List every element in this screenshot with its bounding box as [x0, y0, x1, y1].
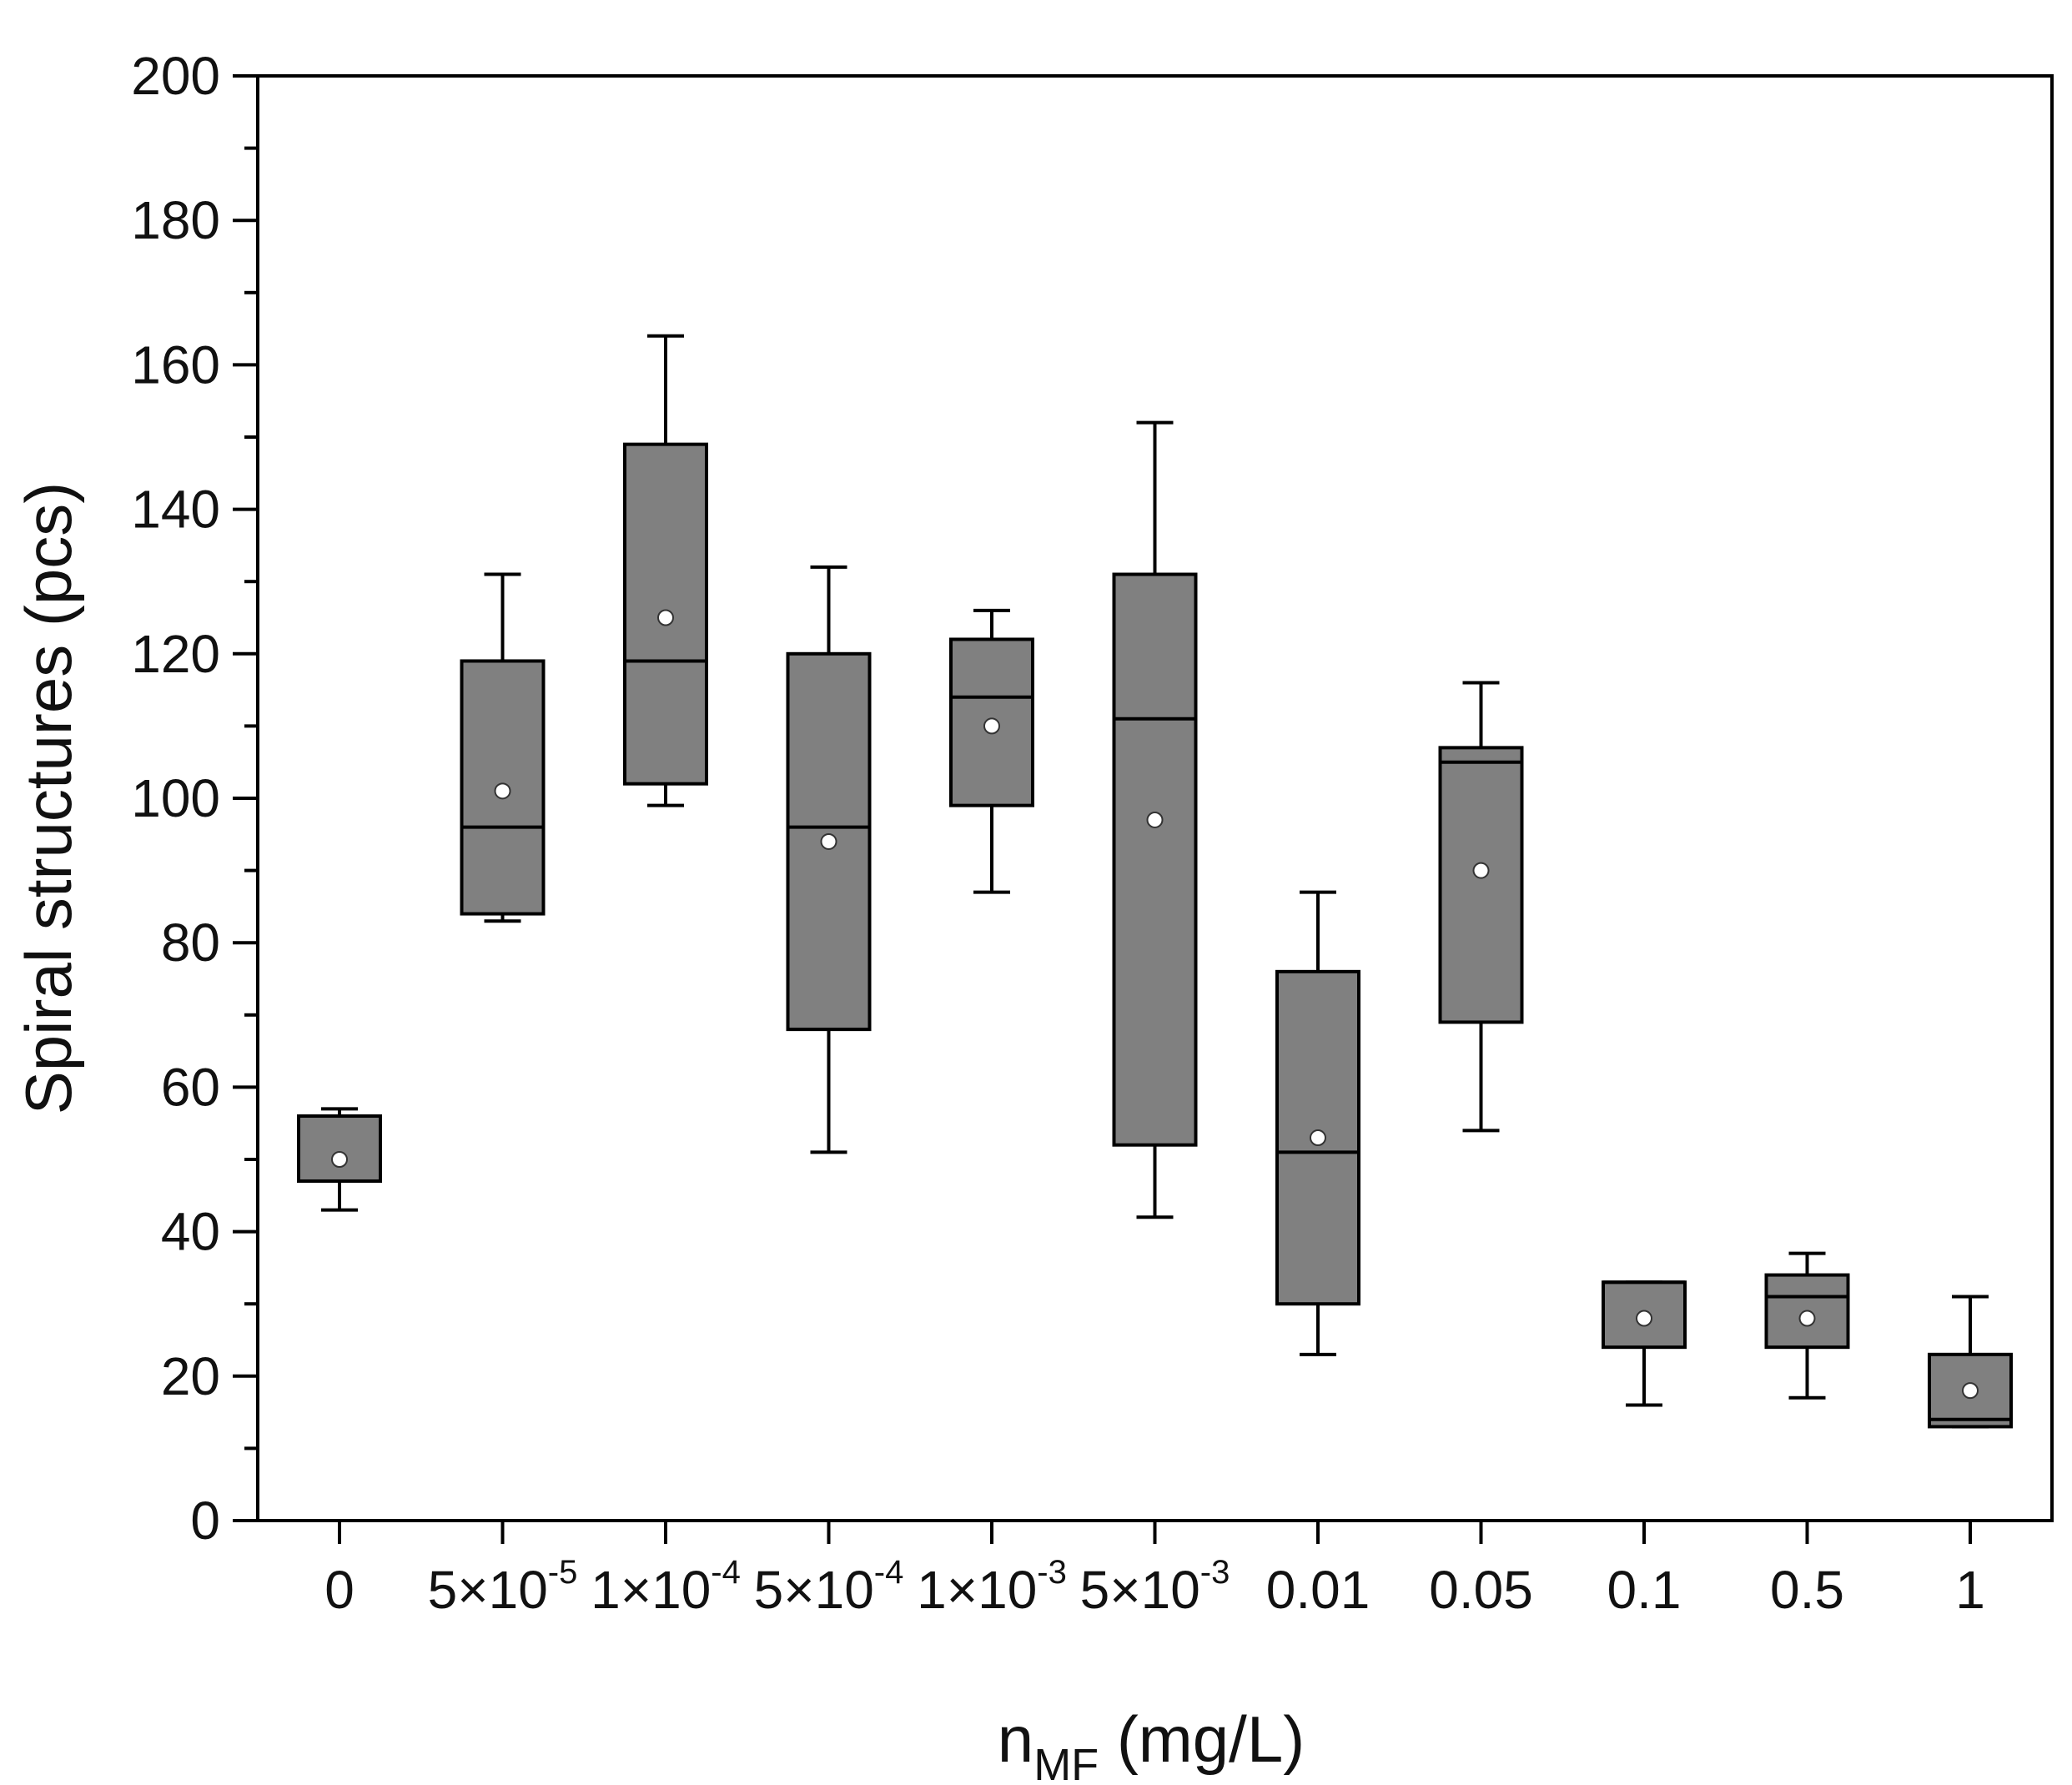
- box-group: [460, 572, 546, 923]
- x-tick-label-base: 0.5: [1770, 1560, 1844, 1620]
- x-tick-label: 0: [324, 1560, 355, 1620]
- x-tick-label-exponent: -4: [711, 1554, 741, 1591]
- x-tick-label-exponent: -3: [1200, 1554, 1230, 1591]
- mean-marker: [494, 782, 511, 800]
- x-tick-label: 1×10-4: [591, 1554, 741, 1620]
- x-tick-label: 1×10-3: [917, 1554, 1067, 1620]
- x-tick-label-base: 0.01: [1266, 1560, 1370, 1620]
- mean-marker: [1472, 862, 1490, 879]
- y-tick-label: 140: [131, 480, 220, 540]
- box-iqr: [1112, 572, 1198, 1147]
- box-iqr: [1438, 746, 1524, 1024]
- x-tick-label-base: 1: [1955, 1560, 1985, 1620]
- box-group: [786, 565, 872, 1154]
- mean-marker: [820, 832, 837, 850]
- y-tick-label: 200: [131, 46, 220, 106]
- x-tick-label-exponent: -4: [874, 1554, 904, 1591]
- y-tick-label: 180: [131, 190, 220, 250]
- box-series: [297, 334, 2013, 1429]
- x-axis-label-unit: (mg/L): [1099, 1702, 1305, 1776]
- y-tick-label: 120: [131, 624, 220, 684]
- x-axis-label: nMF (mg/L): [998, 1702, 1305, 1785]
- x-tick-label: 5×10-5: [428, 1554, 578, 1620]
- y-tick-label: 60: [161, 1057, 220, 1117]
- box-group: [1275, 890, 1360, 1356]
- mean-marker: [657, 609, 674, 626]
- y-tick-label: 0: [190, 1491, 220, 1551]
- box-iqr: [1764, 1273, 1850, 1350]
- x-axis: 0 5×10-5 1×10-4 5×10-4 1×10-3 5×10-3 0.01 0.05 0…: [324, 1521, 1985, 1620]
- x-tick-label: 5×10-3: [1080, 1554, 1230, 1620]
- x-tick-label: 5×10-4: [754, 1554, 904, 1620]
- x-tick-label-base: 0.05: [1429, 1560, 1533, 1620]
- y-tick-label: 100: [131, 768, 220, 828]
- x-tick-label: 0.01: [1266, 1560, 1370, 1620]
- y-tick-label: 160: [131, 334, 220, 395]
- x-tick-label-base: 0.1: [1607, 1560, 1682, 1620]
- x-tick-label-base: 1×10: [591, 1560, 711, 1620]
- y-tick-label: 80: [161, 913, 220, 973]
- box-group: [1602, 1280, 1687, 1407]
- y-axis: 0 20 40 60 80 100 120 140 160 180 200: [131, 46, 258, 1551]
- mean-marker: [1798, 1310, 1816, 1327]
- mean-marker: [1636, 1310, 1652, 1327]
- mean-marker: [1962, 1382, 1979, 1400]
- y-axis-label: Spiral structures (pcs): [12, 482, 85, 1115]
- x-tick-label-base: 0: [324, 1560, 355, 1620]
- x-tick-label-exponent: -5: [548, 1554, 578, 1591]
- x-tick-label-exponent: -3: [1037, 1554, 1067, 1591]
- box-group: [1928, 1295, 2013, 1429]
- box-group: [623, 334, 708, 807]
- box-iqr: [297, 1114, 382, 1183]
- x-tick-label: 0.05: [1429, 1560, 1533, 1620]
- box-group: [1764, 1251, 1850, 1400]
- x-axis-label-subscript: MF: [1033, 1740, 1099, 1785]
- box-group: [297, 1107, 382, 1212]
- mean-marker: [1310, 1129, 1326, 1147]
- x-tick-label: 1: [1955, 1560, 1985, 1620]
- x-tick-label-base: 5×10: [428, 1560, 548, 1620]
- y-tick-label: 40: [161, 1202, 220, 1262]
- box-group: [1112, 420, 1198, 1219]
- x-tick-label: 0.5: [1770, 1560, 1844, 1620]
- x-tick-label-base: 5×10: [1080, 1560, 1200, 1620]
- box-group: [949, 608, 1034, 894]
- box-group: [1438, 681, 1524, 1133]
- x-tick-label: 0.1: [1607, 1560, 1682, 1620]
- x-tick-label-base: 1×10: [917, 1560, 1037, 1620]
- x-axis-label-main: n: [998, 1702, 1033, 1776]
- mean-marker: [983, 717, 1000, 735]
- mean-marker: [331, 1151, 348, 1168]
- x-tick-label-base: 5×10: [754, 1560, 874, 1620]
- y-tick-label: 20: [161, 1346, 220, 1406]
- mean-marker: [1146, 811, 1164, 828]
